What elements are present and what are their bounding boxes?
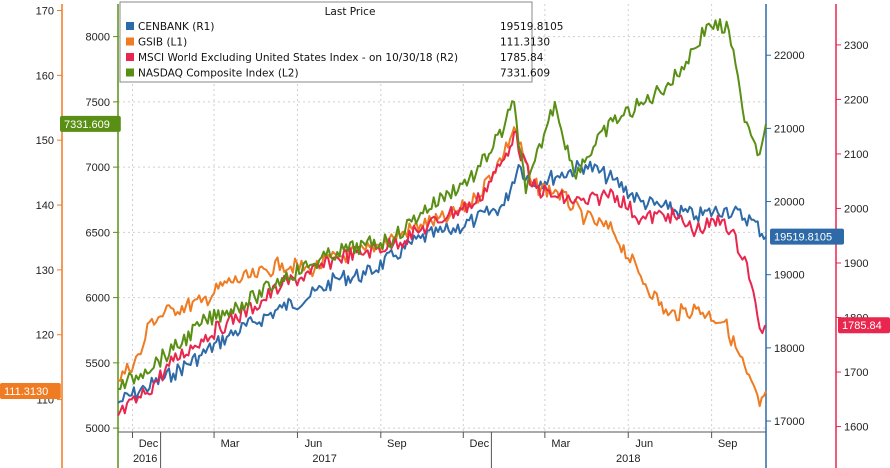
- legend-entry-name: GSIB (L1): [138, 37, 187, 49]
- series-line: [117, 126, 767, 408]
- legend-entry-value: 111.3130: [500, 37, 550, 49]
- y-tick-label-L2: 5500: [86, 358, 110, 370]
- y-tick-label-L1: 120: [36, 330, 54, 342]
- y-tick-label-L2: 5000: [86, 423, 110, 435]
- legend-entry-value: 7331.609: [500, 68, 550, 80]
- legend-entry-value: 19519.8105: [500, 21, 563, 33]
- last-value-tag: [60, 115, 121, 132]
- y-tick-label-R1: 19000: [774, 270, 805, 282]
- y-tick-label-R1: 18000: [774, 343, 805, 355]
- y-tick-label-R1: 17000: [774, 416, 805, 428]
- legend-swatch: [126, 68, 134, 77]
- legend-title: Last Price: [325, 6, 376, 18]
- y-tick-label-L2: 6500: [86, 227, 110, 239]
- x-year-label: 2016: [133, 453, 157, 465]
- legend: Last Price CENBANK (R1) 19519.8105 GSIB (L1…: [119, 1, 563, 83]
- series-line: [117, 160, 767, 404]
- last-value-tag-label: 1785.84: [842, 320, 882, 332]
- x-tick-label: Mar: [551, 438, 570, 450]
- x-tick-label: Jun: [635, 438, 653, 450]
- x-year-label: 2018: [616, 453, 640, 465]
- last-value-tag-label: 111.3130: [4, 386, 48, 398]
- legend-swatch: [126, 53, 134, 61]
- x-tick-label: Dec: [470, 438, 490, 450]
- y-tick-label-R2: 1900: [844, 258, 868, 270]
- y-tick-label-R1: 22000: [774, 50, 805, 62]
- last-value-tags: 111.3130 7331.609 19519.8105 1785.84: [0, 115, 890, 400]
- y-tick-label-L2: 7000: [86, 162, 110, 174]
- y-tick-label-R1: 21000: [774, 123, 805, 135]
- last-value-tag: [0, 383, 61, 400]
- legend-box: [119, 1, 533, 83]
- y-tick-label-R2: 1600: [844, 422, 868, 434]
- last-value-tag: [838, 317, 890, 334]
- legend-entry-name: MSCI World Excluding United States Index…: [138, 52, 458, 64]
- legend-entry-name: CENBANK (R1): [138, 21, 214, 33]
- y-tick-label-L2: 7500: [86, 97, 110, 109]
- series-line: [117, 130, 767, 417]
- y-tick-label-L2: 8000: [86, 32, 110, 44]
- x-tick-label: Sep: [387, 438, 407, 450]
- y-tick-label-R2: 2300: [844, 40, 868, 52]
- x-tick-label: Sep: [718, 438, 738, 450]
- y-tick-label-L2: 6000: [86, 293, 110, 305]
- y-tick-label-R2: 2000: [844, 203, 868, 215]
- legend-swatch: [126, 37, 134, 46]
- legend-entry-name: NASDAQ Composite Index (L2): [138, 68, 299, 80]
- y-tick-label-L1: 140: [36, 200, 54, 212]
- y-tick-label-R2: 1700: [844, 367, 868, 379]
- last-value-tag-label: 7331.609: [64, 119, 110, 131]
- series-lines: [117, 18, 767, 417]
- y-tick-label-L1: 160: [36, 70, 54, 82]
- y-tick-label-L1: 150: [36, 135, 54, 147]
- y-tick-label-L1: 170: [36, 5, 54, 17]
- x-tick-label: Dec: [139, 438, 159, 450]
- last-value-tag-label: 19519.8105: [774, 232, 832, 244]
- x-tick-label: Mar: [221, 438, 240, 450]
- legend-entry-value: 1785.84: [500, 52, 544, 64]
- y-tick-label-L1: 130: [36, 265, 54, 277]
- last-value-tag: [770, 228, 844, 245]
- y-tick-label-R2: 2200: [844, 94, 868, 106]
- x-year-label: 2017: [312, 453, 336, 465]
- y-tick-label-R2: 2100: [844, 149, 868, 161]
- x-tick-label: Jun: [305, 438, 323, 450]
- y-tick-label-R1: 20000: [774, 197, 805, 209]
- legend-swatch: [126, 22, 134, 30]
- series-line: [117, 18, 767, 391]
